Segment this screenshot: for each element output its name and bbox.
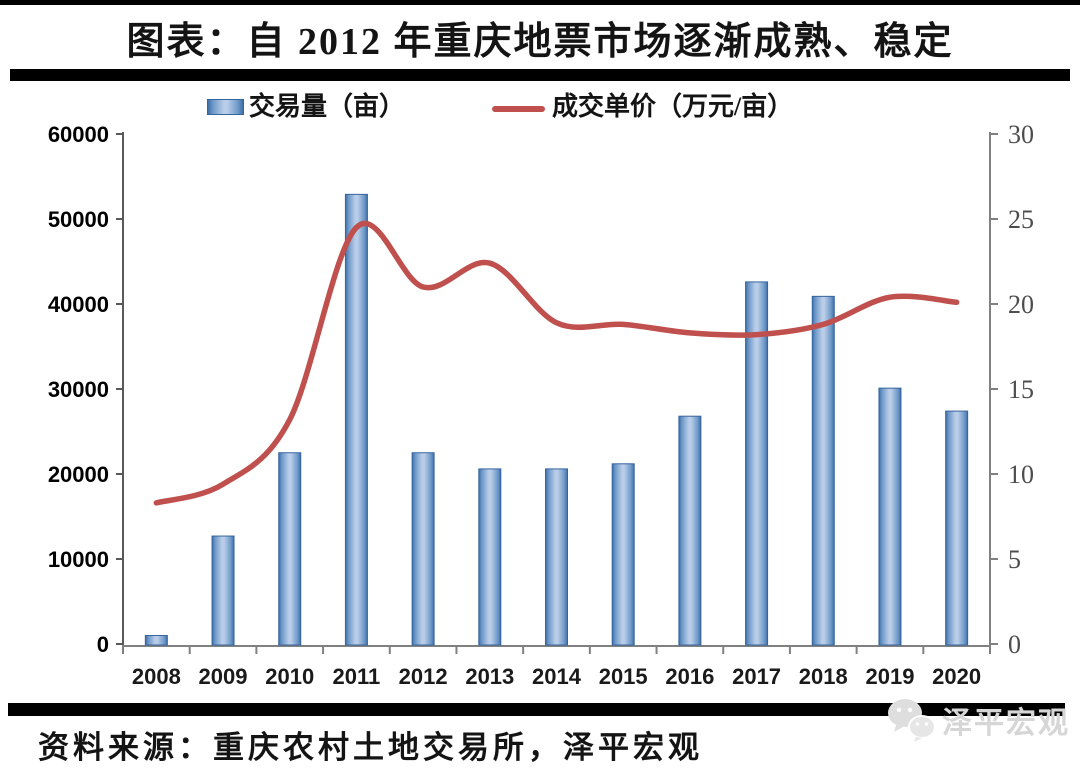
bar-2019 [878, 387, 902, 646]
y-right-tick-label: 30 [1008, 120, 1034, 149]
x-tick-label: 2014 [532, 664, 582, 689]
bar-2010 [278, 452, 302, 646]
y-right-tick-label: 5 [1008, 545, 1021, 574]
bar-2020 [945, 410, 969, 646]
y-left-tick-label: 10000 [48, 547, 109, 572]
y-left-tick-label: 60000 [48, 122, 109, 147]
watermark-label: 泽平宏观 [942, 707, 1070, 740]
bar-2014 [545, 468, 568, 646]
x-tick-label: 2019 [865, 664, 914, 689]
legend-line-swatch [492, 106, 545, 112]
bar-2016 [678, 415, 702, 646]
bar-2008 [144, 635, 168, 646]
y-right-tick-label: 0 [1008, 630, 1021, 659]
y-left-tick-label: 40000 [48, 292, 109, 317]
x-tick-label: 2016 [665, 664, 714, 689]
x-tick-label: 2012 [399, 664, 448, 689]
x-tick-label: 2009 [199, 664, 248, 689]
legend-bar-swatch [207, 99, 244, 115]
y-left-tick-label: 0 [97, 632, 109, 657]
top-border-bar [0, 0, 1080, 5]
bar-2013 [478, 468, 502, 646]
source-note: 资料来源：重庆农村土地交易所，泽平宏观 [38, 730, 703, 765]
x-tick-label: 2017 [732, 664, 781, 689]
title-divider-bar [10, 69, 1070, 81]
bar-2011 [344, 193, 368, 646]
bar-2012 [411, 452, 435, 646]
bar-2018 [811, 295, 835, 646]
x-tick-label: 2020 [932, 664, 981, 689]
x-tick-label: 2008 [132, 664, 181, 689]
chart-title: 图表：自 2012 年重庆地票市场逐渐成熟、稳定 [126, 21, 954, 63]
y-left-tick-label: 50000 [48, 207, 109, 232]
legend-label-volume: 交易量（亩） [249, 92, 406, 121]
watermark: 泽平宏观 [886, 697, 1070, 743]
x-tick-label: 2013 [465, 664, 514, 689]
y-right-tick-label: 15 [1008, 375, 1034, 404]
legend-label-price: 成交单价（万元/亩） [552, 92, 794, 121]
y-right-tick-label: 25 [1008, 205, 1034, 234]
bar-2015 [611, 463, 635, 646]
y-left-tick-label: 30000 [48, 377, 109, 402]
price-line [153, 221, 960, 506]
y-right-tick-label: 10 [1008, 460, 1034, 489]
x-tick-label: 2018 [799, 664, 848, 689]
bar-2017 [745, 281, 769, 646]
y-right-tick-label: 20 [1008, 290, 1034, 319]
bar-2009 [211, 535, 235, 646]
footer-divider-bar [8, 703, 1065, 716]
x-tick-label: 2010 [265, 664, 314, 689]
x-tick-label: 2015 [599, 664, 648, 689]
wechat-logo-icon [888, 699, 936, 742]
y-left-tick-label: 20000 [48, 462, 109, 487]
x-tick-label: 2011 [333, 664, 381, 689]
